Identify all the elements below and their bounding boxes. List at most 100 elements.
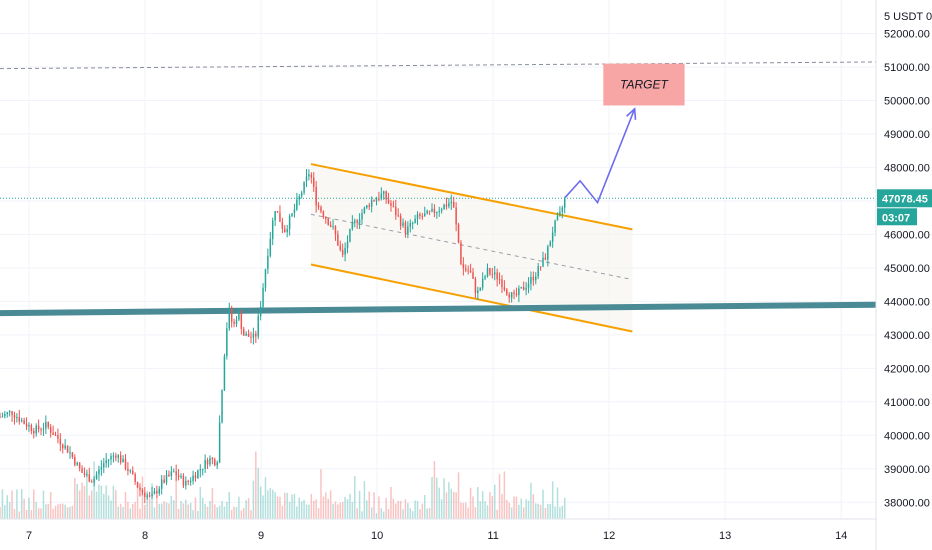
candle-body[interactable] — [532, 276, 535, 281]
candle-body[interactable] — [228, 307, 231, 329]
candle-body[interactable] — [317, 205, 320, 208]
candle-body[interactable] — [78, 462, 81, 469]
candle-body[interactable] — [64, 445, 66, 449]
candle-body[interactable] — [165, 474, 168, 483]
candle-body[interactable] — [182, 475, 185, 486]
candle-body[interactable] — [100, 467, 103, 470]
candle-body[interactable] — [320, 207, 322, 212]
candle-body[interactable] — [443, 204, 445, 210]
candle-body[interactable] — [556, 215, 559, 221]
candle-body[interactable] — [262, 287, 264, 307]
candle-body[interactable] — [419, 214, 421, 216]
candle-body[interactable] — [95, 474, 98, 479]
candle-body[interactable] — [395, 206, 397, 216]
candle-body[interactable] — [129, 470, 132, 472]
candle-body[interactable] — [269, 238, 272, 256]
candle-body[interactable] — [491, 274, 494, 276]
candle-body[interactable] — [542, 257, 544, 267]
candle-body[interactable] — [168, 474, 170, 477]
candle-body[interactable] — [423, 213, 426, 217]
candle-body[interactable] — [18, 417, 21, 422]
candle-body[interactable] — [209, 458, 211, 465]
candle-body[interactable] — [327, 218, 329, 225]
candle-body[interactable] — [153, 491, 156, 494]
candle-body[interactable] — [30, 425, 33, 431]
candle-body[interactable] — [431, 208, 433, 212]
candle-body[interactable] — [57, 434, 59, 439]
candle-body[interactable] — [28, 425, 30, 427]
candle-body[interactable] — [380, 193, 383, 199]
support-line[interactable] — [0, 301, 877, 317]
candle-body[interactable] — [452, 201, 455, 208]
candle-body[interactable] — [187, 480, 189, 482]
candle-body[interactable] — [233, 321, 235, 324]
candle-body[interactable] — [522, 287, 525, 290]
candle-body[interactable] — [47, 421, 50, 427]
candle-body[interactable] — [115, 455, 117, 458]
candle-body[interactable] — [158, 488, 161, 494]
candle-body[interactable] — [107, 459, 110, 461]
candle-body[interactable] — [6, 412, 8, 415]
candle-body[interactable] — [35, 425, 37, 434]
candle-body[interactable] — [54, 434, 57, 436]
candle-body[interactable] — [139, 487, 141, 490]
candle-body[interactable] — [370, 200, 373, 207]
candle-body[interactable] — [226, 328, 228, 357]
candle-body[interactable] — [238, 313, 240, 320]
drawings[interactable]: TARGET — [0, 61, 877, 333]
candle-body[interactable] — [86, 474, 88, 476]
candle-body[interactable] — [462, 263, 465, 269]
candle-body[interactable] — [173, 471, 175, 473]
candle-body[interactable] — [0, 416, 1, 418]
candle-body[interactable] — [426, 210, 428, 214]
candle-body[interactable] — [445, 204, 448, 207]
candle-body[interactable] — [16, 417, 18, 419]
currency-label[interactable]: 5 USDT 0 — [884, 11, 932, 23]
candle-body[interactable] — [414, 218, 416, 223]
candle-body[interactable] — [315, 186, 317, 206]
candle-body[interactable] — [134, 474, 136, 482]
candle-body[interactable] — [334, 226, 337, 235]
candle-body[interactable] — [71, 452, 74, 457]
candle-body[interactable] — [98, 469, 100, 475]
candle-body[interactable] — [325, 216, 327, 219]
candle-body[interactable] — [539, 266, 542, 268]
candle-body[interactable] — [363, 207, 366, 214]
candle-body[interactable] — [11, 411, 13, 416]
candle-body[interactable] — [373, 200, 375, 202]
candle-body[interactable] — [240, 313, 243, 329]
candle-body[interactable] — [354, 220, 356, 223]
candle-body[interactable] — [197, 470, 199, 479]
candle-body[interactable] — [112, 455, 115, 457]
candle-body[interactable] — [535, 276, 537, 281]
channel-upper-line[interactable] — [310, 163, 633, 231]
candle-body[interactable] — [180, 475, 182, 478]
candle-body[interactable] — [37, 425, 40, 430]
candle-body[interactable] — [136, 481, 139, 488]
candle-body[interactable] — [303, 181, 305, 193]
candle-body[interactable] — [61, 444, 64, 449]
candle-body[interactable] — [510, 292, 513, 298]
candle-body[interactable] — [81, 468, 83, 473]
candle-body[interactable] — [397, 215, 399, 217]
candle-body[interactable] — [194, 475, 197, 479]
candle-body[interactable] — [177, 475, 180, 478]
candle-body[interactable] — [547, 246, 549, 260]
candle-body[interactable] — [305, 176, 308, 182]
candle-body[interactable] — [66, 445, 69, 453]
candle-body[interactable] — [472, 272, 474, 279]
candle-body[interactable] — [88, 474, 91, 482]
candle-body[interactable] — [457, 224, 460, 243]
candle-body[interactable] — [69, 452, 71, 454]
candle-body[interactable] — [216, 462, 218, 466]
candle-body[interactable] — [42, 428, 45, 430]
candle-body[interactable] — [110, 455, 112, 460]
candle-body[interactable] — [469, 270, 472, 273]
candle-body[interactable] — [515, 293, 518, 296]
candle-body[interactable] — [264, 269, 267, 288]
candle-body[interactable] — [163, 479, 165, 483]
candle-body[interactable] — [4, 414, 6, 417]
candle-body[interactable] — [25, 423, 28, 427]
candle-body[interactable] — [284, 228, 286, 233]
